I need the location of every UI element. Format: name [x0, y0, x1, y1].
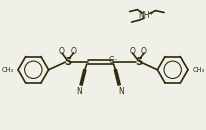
Text: C⁻: C⁻	[109, 56, 118, 65]
Text: CH₃: CH₃	[1, 67, 13, 73]
Text: S: S	[135, 57, 142, 67]
Text: O: O	[70, 47, 76, 56]
Text: S: S	[64, 57, 71, 67]
Text: CH₃: CH₃	[193, 67, 205, 73]
Text: O: O	[141, 47, 147, 56]
Text: N: N	[76, 87, 82, 96]
Text: O: O	[130, 47, 136, 56]
Text: N: N	[118, 87, 124, 96]
Text: O: O	[59, 47, 65, 56]
Text: NH⁺: NH⁺	[138, 11, 154, 20]
